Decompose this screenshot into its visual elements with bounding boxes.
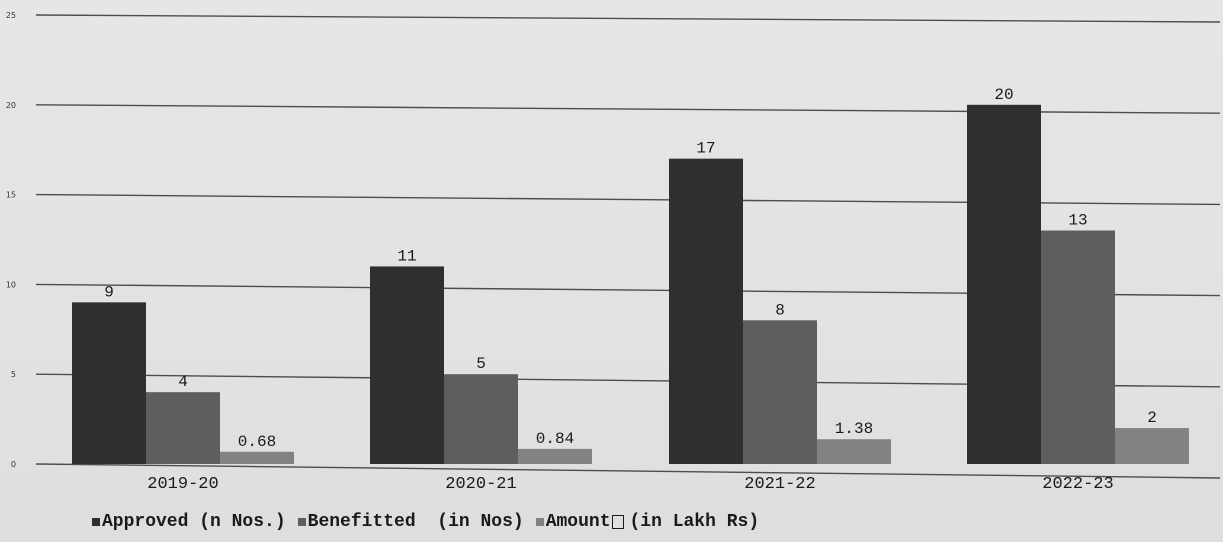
gridline-25: [35, 14, 1221, 23]
gridline-20: [35, 104, 1221, 114]
data-label-2021-22-series-1: 8: [775, 301, 785, 319]
y-tick-label-10: 10: [6, 280, 16, 289]
legend-box-glyph: [611, 515, 624, 529]
legend-item-amount: Amount (in Lakh Rs): [535, 512, 760, 532]
bar-2022-23-series-1: [1041, 230, 1115, 464]
chart-legend: Approved (n Nos.) Benefitted (in Nos) Am…: [92, 508, 771, 536]
y-tick-label-5: 5: [11, 370, 16, 379]
data-label-2020-21-series-0: 11: [397, 247, 416, 265]
category-label-2019-20: 2019-20: [147, 475, 218, 494]
data-label-2020-21-series-2: 0.84: [536, 430, 574, 448]
legend-label-amount: Amount: [545, 512, 611, 532]
data-label-2022-23-series-0: 20: [994, 86, 1013, 104]
gridline-15: [35, 193, 1221, 206]
y-tick-label-25: 25: [6, 11, 16, 20]
bar-2021-22-series-2: [817, 439, 891, 464]
data-label-2019-20-series-0: 9: [104, 283, 114, 301]
bar-2019-20-series-2: [220, 451, 294, 464]
bar-2021-22-series-1: [743, 320, 817, 464]
data-label-2021-22-series-0: 17: [696, 140, 715, 158]
bar-2019-20-series-0: [72, 302, 146, 464]
legend-item-approved: Approved (n Nos.): [92, 512, 286, 532]
y-axis-ticks: 0 5 10 15 20 25: [6, 11, 16, 469]
gridline-0: [35, 463, 1221, 479]
data-label-2019-20-series-2: 0.68: [238, 433, 276, 451]
bar-2022-23-series-0: [967, 104, 1041, 465]
legend-swatch-benefitted: [297, 518, 306, 526]
legend-item-benefitted: Benefitted (in Nos): [297, 512, 524, 532]
legend-label-approved: Approved (n Nos.): [102, 512, 286, 532]
bar-2020-21-series-1: [444, 374, 518, 464]
category-label-2021-22: 2021-22: [744, 475, 815, 494]
data-label-2022-23-series-2: 2: [1147, 409, 1157, 427]
data-labels: 9 4 0.68 11 5 0.84 17 8 1.38 20 13 2: [104, 86, 1157, 451]
bar-2022-23-series-2: [1115, 428, 1189, 464]
legend-swatch-amount: [535, 518, 544, 526]
data-label-2022-23-series-1: 13: [1068, 212, 1087, 230]
x-axis-categories: 2019-20 2020-21 2021-22 2022-23: [147, 475, 1113, 494]
legend-label-benefitted: Benefitted (in Nos): [307, 512, 524, 532]
bar-2020-21-series-2: [518, 448, 592, 464]
data-label-2021-22-series-2: 1.38: [835, 420, 873, 438]
legend-swatch-approved: [92, 518, 100, 526]
bar-2021-22-series-0: [669, 158, 743, 464]
category-label-2020-21: 2020-21: [445, 475, 516, 494]
category-label-2022-23: 2022-23: [1042, 475, 1113, 494]
bar-2019-20-series-1: [146, 392, 220, 464]
legend-label-amount-unit: (in Lakh Rs): [629, 512, 760, 532]
y-tick-label-15: 15: [6, 191, 16, 200]
bar-2020-21-series-0: [370, 266, 444, 464]
gridlines: [35, 14, 1221, 479]
bars: [72, 104, 1189, 465]
data-label-2019-20-series-1: 4: [178, 373, 188, 391]
data-label-2020-21-series-1: 5: [476, 355, 486, 373]
y-tick-label-0: 0: [11, 460, 16, 469]
y-tick-label-20: 20: [6, 101, 16, 110]
